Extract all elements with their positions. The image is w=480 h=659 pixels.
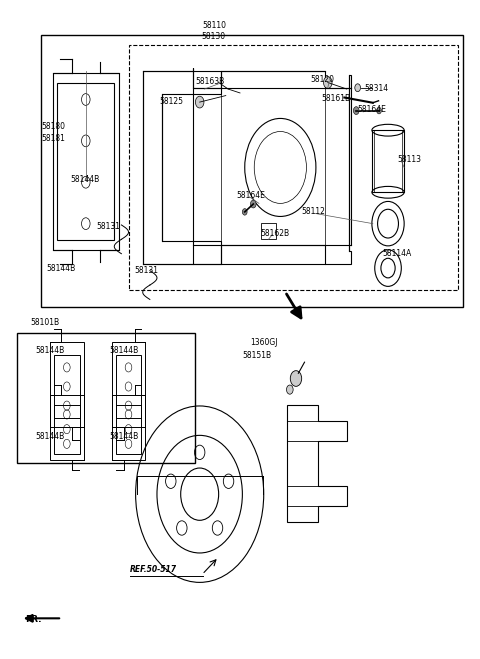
Circle shape [355, 84, 360, 92]
Bar [50, 342, 84, 427]
Circle shape [195, 96, 204, 108]
Bar [129, 45, 458, 291]
Text: 58110: 58110 [202, 21, 226, 30]
Circle shape [377, 107, 382, 114]
Text: 58162B: 58162B [260, 229, 289, 238]
Text: 58130: 58130 [202, 32, 226, 42]
Text: 58131: 58131 [135, 266, 159, 275]
Bar [261, 223, 276, 239]
Circle shape [290, 370, 301, 386]
Text: 58144B: 58144B [70, 175, 99, 184]
Circle shape [324, 76, 332, 88]
Text: 58144B: 58144B [109, 346, 139, 355]
Bar [54, 405, 80, 453]
Bar [50, 395, 84, 460]
Text: 58120: 58120 [310, 74, 334, 84]
Text: 58144B: 58144B [47, 264, 76, 273]
Circle shape [287, 385, 293, 394]
Bar [54, 355, 80, 418]
Circle shape [242, 209, 247, 215]
Bar [17, 333, 195, 463]
Bar [116, 405, 142, 453]
Text: REF.50-517: REF.50-517 [130, 565, 177, 574]
Text: 58131: 58131 [96, 222, 120, 231]
Text: 58151B: 58151B [242, 351, 272, 360]
Text: 1360GJ: 1360GJ [251, 338, 278, 347]
Circle shape [251, 200, 256, 208]
Text: 58181: 58181 [42, 134, 66, 142]
Text: 58114A: 58114A [383, 248, 411, 258]
Text: 58144B: 58144B [35, 432, 64, 440]
Text: 58125: 58125 [159, 97, 183, 106]
Text: 58113: 58113 [397, 155, 421, 164]
Text: 58161B: 58161B [322, 94, 351, 103]
Circle shape [353, 107, 359, 115]
Text: 58164E: 58164E [358, 105, 386, 115]
Text: 58180: 58180 [42, 123, 66, 131]
Text: 58144B: 58144B [109, 432, 139, 440]
Text: 58314: 58314 [365, 84, 389, 93]
Bar [372, 130, 404, 192]
Text: 58164E: 58164E [236, 191, 265, 200]
Text: 58144B: 58144B [35, 346, 64, 355]
Bar [111, 395, 145, 460]
Text: FR.: FR. [25, 615, 42, 624]
Text: 58101B: 58101B [30, 318, 60, 328]
Bar [41, 36, 463, 306]
Text: 58112: 58112 [301, 208, 325, 216]
Bar [116, 355, 142, 418]
Bar [111, 342, 145, 427]
Text: 58163B: 58163B [195, 77, 224, 86]
